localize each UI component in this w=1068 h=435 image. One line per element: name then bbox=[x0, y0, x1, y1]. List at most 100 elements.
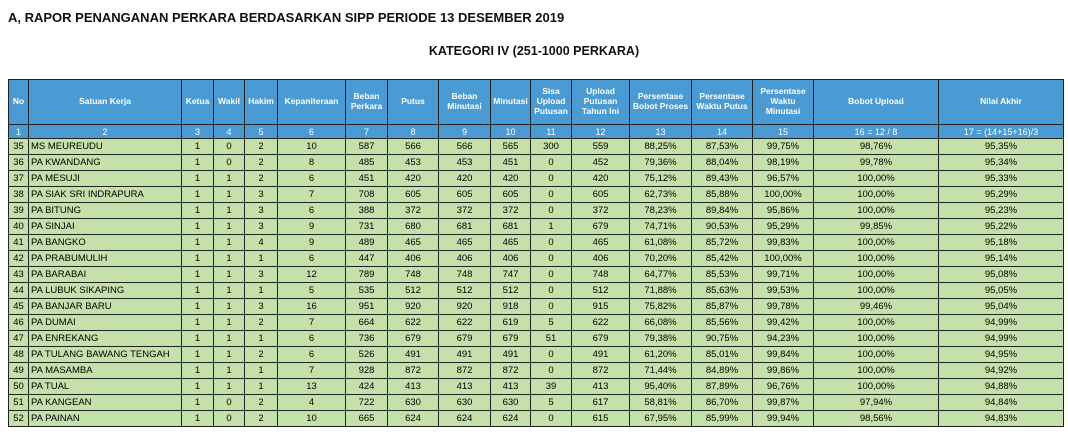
cell: 587 bbox=[345, 138, 388, 155]
cell: PA TULANG BAWANG TENGAH bbox=[28, 346, 182, 363]
column-index: 16 = 12 / 8 bbox=[813, 124, 939, 139]
table-head: No Satuan Kerja Ketua Wakil Hakim Kepaniteraa… bbox=[8, 79, 1064, 139]
cell: 96,76% bbox=[752, 378, 814, 395]
cell: 951 bbox=[345, 298, 388, 315]
cell: PA DUMAI bbox=[28, 314, 182, 331]
cell: 0 bbox=[530, 362, 572, 379]
column-index: 14 bbox=[691, 124, 753, 139]
cell: 1 bbox=[530, 218, 572, 235]
cell: 3 bbox=[244, 186, 278, 203]
cell: 465 bbox=[490, 234, 531, 251]
cell: 6 bbox=[277, 330, 346, 347]
cell: 605 bbox=[490, 186, 531, 203]
cell: 619 bbox=[490, 314, 531, 331]
cell: 96,57% bbox=[752, 170, 814, 187]
cell: 630 bbox=[387, 394, 439, 411]
cell: 1 bbox=[213, 346, 245, 363]
cell: 88,25% bbox=[629, 138, 692, 155]
cell: 95,14% bbox=[938, 250, 1064, 267]
cell: 47 bbox=[8, 330, 29, 347]
cell: 3 bbox=[244, 202, 278, 219]
cell: 6 bbox=[277, 202, 346, 219]
cell: 0 bbox=[530, 410, 572, 427]
cell: 1 bbox=[181, 410, 214, 427]
cell: 100,00% bbox=[813, 314, 939, 331]
cell: 535 bbox=[345, 282, 388, 299]
cell: 872 bbox=[438, 362, 491, 379]
cell: 71,88% bbox=[629, 282, 692, 299]
cell: 0 bbox=[530, 346, 572, 363]
data-row: 38 PA SIAK SRI INDRAPURA 1 1 3 7 708 605 605 605 0… bbox=[8, 186, 1064, 203]
cell: 372 bbox=[490, 202, 531, 219]
data-row: 41 PA BANGKO 1 1 4 9 489 465 465 465 0 465 61,08% 85,… bbox=[8, 234, 1064, 251]
cell: 52 bbox=[8, 410, 29, 427]
cell: 1 bbox=[213, 218, 245, 235]
cell: 1 bbox=[213, 186, 245, 203]
data-row: 49 PA MASAMBA 1 1 1 7 928 872 872 872 0 872 71,44% 84… bbox=[8, 362, 1064, 379]
cell: 1 bbox=[213, 378, 245, 395]
cell: 491 bbox=[438, 346, 491, 363]
cell: 1 bbox=[213, 298, 245, 315]
cell: 100,00% bbox=[813, 234, 939, 251]
header-row: No Satuan Kerja Ketua Wakil Hakim Kepaniteraa… bbox=[8, 79, 1064, 125]
cell: 413 bbox=[490, 378, 531, 395]
cell: 35 bbox=[8, 138, 29, 155]
cell: 100,00% bbox=[813, 250, 939, 267]
cell: 87,89% bbox=[691, 378, 753, 395]
cell: 0 bbox=[213, 394, 245, 411]
cell: PA SIAK SRI INDRAPURA bbox=[28, 186, 182, 203]
cell: 100,00% bbox=[813, 330, 939, 347]
column-header: Satuan Kerja bbox=[28, 79, 182, 125]
data-row: 51 PA KANGEAN 1 0 2 4 722 630 630 630 5 617 58,81% 86… bbox=[8, 394, 1064, 411]
cell: PA KANGEAN bbox=[28, 394, 182, 411]
cell: 98,56% bbox=[813, 410, 939, 427]
cell: 0 bbox=[213, 154, 245, 171]
cell: 748 bbox=[438, 266, 491, 283]
cell: 615 bbox=[571, 410, 630, 427]
cell: 1 bbox=[213, 362, 245, 379]
cell: 388 bbox=[345, 202, 388, 219]
cell: PA TUAL bbox=[28, 378, 182, 395]
column-header: Beban Minutasi bbox=[438, 79, 491, 125]
cell: 0 bbox=[530, 154, 572, 171]
cell: 748 bbox=[571, 266, 630, 283]
cell: 99,84% bbox=[752, 346, 814, 363]
cell: 4 bbox=[277, 394, 346, 411]
cell: 90,75% bbox=[691, 330, 753, 347]
column-index: 4 bbox=[213, 124, 245, 139]
column-header: Nilai Akhir bbox=[938, 79, 1064, 125]
cell: 624 bbox=[490, 410, 531, 427]
cell: 605 bbox=[571, 186, 630, 203]
column-header: Kepaniteraan bbox=[277, 79, 346, 125]
cell: 94,95% bbox=[938, 346, 1064, 363]
cell: 42 bbox=[8, 250, 29, 267]
cell: 7 bbox=[277, 314, 346, 331]
cell: 85,72% bbox=[691, 234, 753, 251]
cell: 51 bbox=[8, 394, 29, 411]
cell: 100,00% bbox=[813, 186, 939, 203]
cell: 679 bbox=[438, 330, 491, 347]
cell: 78,23% bbox=[629, 202, 692, 219]
cell: 16 bbox=[277, 298, 346, 315]
cell: 872 bbox=[387, 362, 439, 379]
cell: 622 bbox=[438, 314, 491, 331]
cell: 630 bbox=[438, 394, 491, 411]
cell: MS MEUREUDU bbox=[28, 138, 182, 155]
data-row: 50 PA TUAL 1 1 1 13 424 413 413 413 39 413 95,40% 87,… bbox=[8, 378, 1064, 395]
cell: 722 bbox=[345, 394, 388, 411]
cell: 1 bbox=[213, 234, 245, 251]
cell: 453 bbox=[387, 154, 439, 171]
cell: 10 bbox=[277, 410, 346, 427]
cell: 920 bbox=[438, 298, 491, 315]
cell: 2 bbox=[244, 346, 278, 363]
cell: 708 bbox=[345, 186, 388, 203]
cell: 566 bbox=[438, 138, 491, 155]
cell: 99,75% bbox=[752, 138, 814, 155]
cell: 872 bbox=[490, 362, 531, 379]
cell: 61,08% bbox=[629, 234, 692, 251]
cell: 95,05% bbox=[938, 282, 1064, 299]
cell: 97,94% bbox=[813, 394, 939, 411]
column-header: Persentase Bobot Proses bbox=[629, 79, 692, 125]
cell: 679 bbox=[571, 218, 630, 235]
cell: 9 bbox=[277, 218, 346, 235]
